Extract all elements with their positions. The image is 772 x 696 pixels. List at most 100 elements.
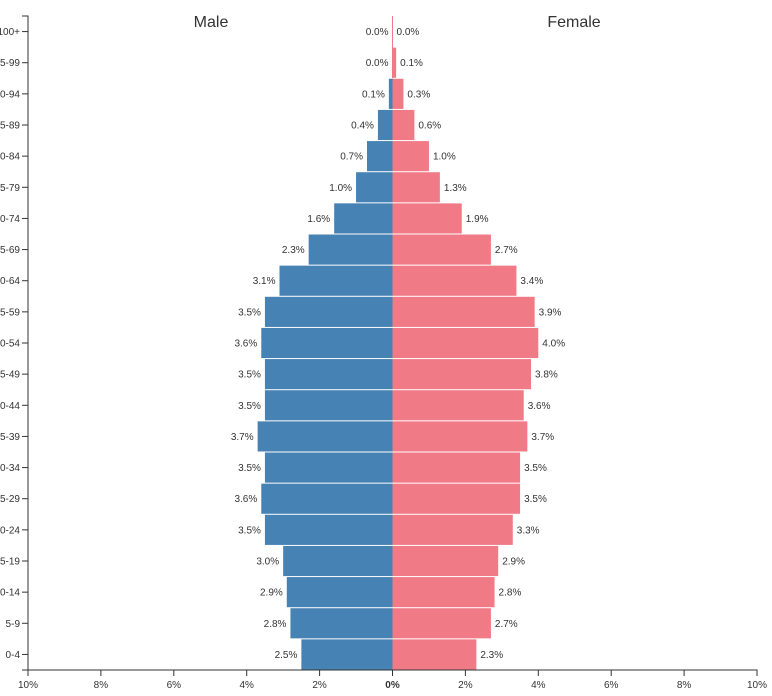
male-bar	[264, 296, 393, 327]
male-bar	[261, 327, 393, 359]
y-tick-label: 85-89	[0, 121, 20, 132]
female-bar	[392, 608, 491, 639]
male-bars: 2.5% 2.8% 2.9% 3.0% 3.5% 3.6% 3.5% 3.7% 3.5% 3.5%…	[231, 27, 393, 670]
male-bar	[366, 141, 393, 172]
y-tick-label: 90-94	[0, 89, 20, 100]
y-tick-label: 20-24	[0, 525, 20, 536]
y-tick-label: 75-79	[0, 183, 20, 194]
male-bar-label: 3.5%	[238, 463, 261, 474]
male-bar	[261, 483, 393, 514]
female-bar	[392, 327, 539, 359]
male-bar	[290, 608, 393, 639]
male-bar-label: 0.1%	[362, 89, 385, 100]
male-bar	[286, 577, 393, 608]
female-bar-label: 1.3%	[444, 183, 467, 194]
y-tick-label: 10-14	[0, 588, 20, 599]
female-bar	[392, 203, 462, 234]
male-bar-label: 0.4%	[351, 121, 374, 132]
y-tick-label: 5-9	[6, 619, 21, 630]
female-bar-label: 2.9%	[502, 557, 525, 568]
y-tick-label: 50-54	[0, 339, 20, 350]
male-bar	[301, 639, 393, 670]
female-bar-label: 1.9%	[466, 214, 489, 225]
x-tick-label: 4%	[531, 680, 546, 691]
male-bar-label: 3.1%	[253, 276, 276, 287]
female-bars: 2.3% 2.7% 2.8% 2.9% 3.3% 3.5% 3.5% 3.7% 3.6% 3.8%…	[392, 16, 565, 670]
female-bar	[392, 172, 440, 203]
female-side-title: Female	[547, 14, 600, 31]
y-tick-label: 55-59	[0, 307, 20, 318]
y-tick-label: 25-29	[0, 494, 20, 505]
male-bar-label: 0.0%	[366, 58, 389, 69]
female-bar	[392, 577, 495, 608]
male-bar-label: 2.3%	[282, 245, 305, 256]
male-bar	[264, 359, 393, 390]
x-tick-label: 8%	[677, 680, 692, 691]
female-bar	[392, 390, 524, 421]
x-tick-label: 0%	[385, 680, 400, 691]
y-tick-label: 95-99	[0, 58, 20, 69]
y-tick-label: 35-39	[0, 432, 20, 443]
female-bar	[392, 452, 521, 483]
male-bar	[264, 390, 393, 421]
male-bar-label: 2.5%	[275, 650, 298, 661]
x-tick-label: 4%	[239, 680, 254, 691]
male-bar-label: 3.6%	[234, 494, 257, 505]
x-tick-label: 6%	[167, 680, 182, 691]
male-bar	[308, 234, 393, 265]
male-bar-label: 3.5%	[238, 370, 261, 381]
y-tick-label: 100+	[0, 27, 20, 38]
female-bar	[392, 47, 397, 78]
male-bar	[264, 514, 393, 545]
female-bar	[392, 514, 513, 545]
y-tick-label: 70-74	[0, 214, 20, 225]
female-bar	[392, 109, 415, 141]
male-bar	[356, 172, 393, 203]
x-axis: 10% 8% 6% 4% 2% 0% 2% 4% 6% 8% 10%	[18, 669, 767, 691]
male-bar-label: 3.0%	[256, 557, 279, 568]
male-bar	[257, 421, 393, 452]
female-bar-label: 0.3%	[407, 89, 430, 100]
male-bar-label: 0.0%	[366, 27, 389, 38]
y-tick-label: 40-44	[0, 401, 20, 412]
female-bar-label: 0.6%	[418, 121, 441, 132]
male-bar-label: 3.5%	[238, 401, 261, 412]
male-bar-label: 3.5%	[238, 307, 261, 318]
y-tick-label: 15-19	[0, 557, 20, 568]
female-bar-label: 4.0%	[542, 339, 565, 350]
male-side-title: Male	[194, 14, 229, 31]
female-bar	[392, 141, 429, 172]
y-tick-label: 65-69	[0, 245, 20, 256]
female-bar-label: 3.9%	[539, 307, 562, 318]
male-bar	[334, 203, 393, 234]
female-bar-label: 0.0%	[397, 27, 420, 38]
female-bar	[392, 78, 404, 109]
female-bar	[392, 359, 532, 390]
male-bar	[388, 78, 393, 109]
y-tick-label: 45-49	[0, 370, 20, 381]
female-bar-label: 1.0%	[433, 152, 456, 163]
female-bar-label: 3.8%	[535, 370, 558, 381]
y-tick-label: 80-84	[0, 152, 20, 163]
female-bar	[392, 265, 517, 296]
female-bar-label: 3.6%	[528, 401, 551, 412]
male-bar-label: 1.0%	[329, 183, 352, 194]
female-bar	[392, 545, 499, 577]
female-bar	[392, 421, 528, 452]
y-axis: 0-4 5-9 10-14 15-19 20-24 25-29 30-34 35-39 40-4…	[0, 15, 29, 671]
male-bar-label: 2.9%	[260, 588, 283, 599]
male-bar-label: 2.8%	[264, 619, 287, 630]
female-bar	[392, 296, 535, 327]
x-tick-label: 10%	[747, 680, 767, 691]
female-bar-label: 2.7%	[495, 619, 518, 630]
x-tick-label: 2%	[312, 680, 327, 691]
y-tick-label: 30-34	[0, 463, 20, 474]
male-bar-label: 3.6%	[234, 339, 257, 350]
x-tick-label: 2%	[458, 680, 473, 691]
x-tick-label: 10%	[18, 680, 38, 691]
female-bar-label: 2.7%	[495, 245, 518, 256]
female-bar-label: 2.3%	[480, 650, 503, 661]
x-tick-label: 6%	[604, 680, 619, 691]
male-bar-label: 3.5%	[238, 525, 261, 536]
